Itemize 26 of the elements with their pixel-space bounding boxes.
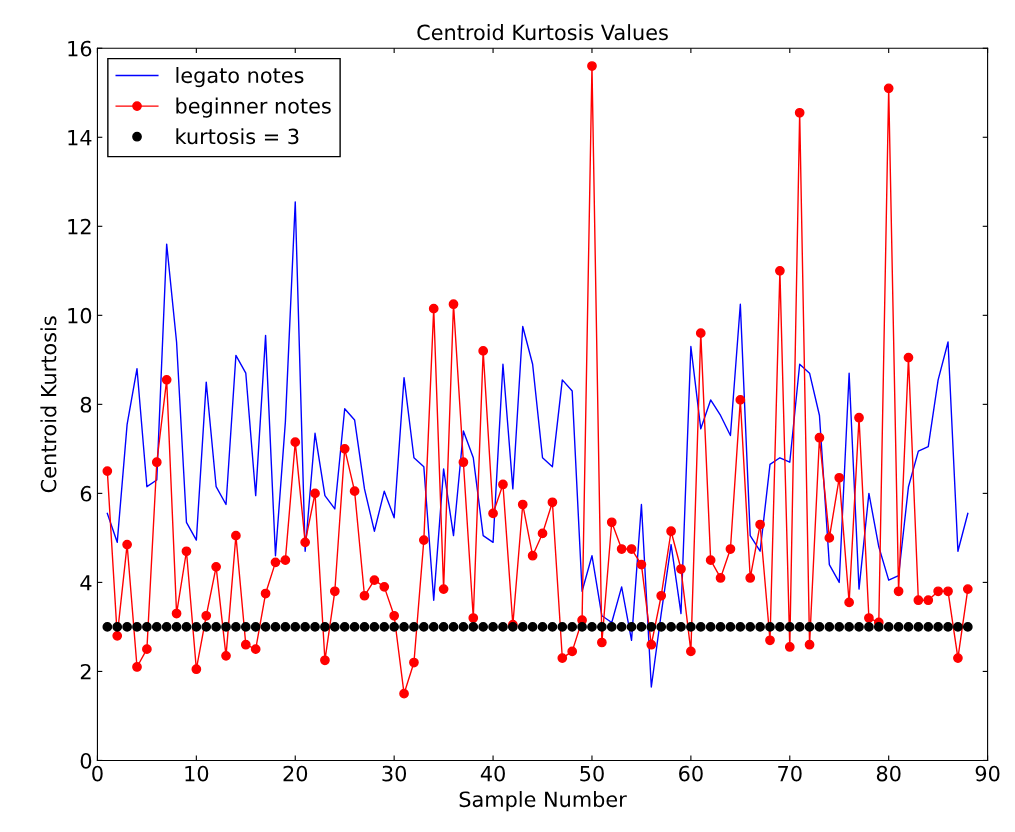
chart-title: Centroid Kurtosis Values [417,24,668,41]
y-tick-label: 0 [80,752,92,769]
y-tick-label: 8 [80,396,92,413]
x-tick-label: 20 [283,765,308,782]
x-tick-label: 90 [975,765,1000,782]
y-tick-label: 2 [80,663,91,680]
x-tick-label: 10 [185,765,209,782]
x-tick-label: 0 [92,765,103,782]
legend-label: kurtosis = 3 [176,128,299,145]
x-tick-label: 40 [480,765,505,782]
x-tick-label: 60 [679,765,703,782]
y-tick-label: 6 [80,485,92,502]
x-tick-label: 30 [382,765,407,782]
y-axis-title: Centroid Kurtosis [40,316,57,493]
x-axis-title: Sample Number [459,791,627,812]
x-tick-label: 80 [876,765,901,782]
legend-label: legato notes [176,67,304,88]
y-tick-label: 12 [68,218,91,235]
y-tick-label: 14 [68,130,92,146]
y-tick-label: 16 [68,40,92,57]
x-tick-label: 70 [778,765,802,782]
y-tick-label: 4 [80,575,92,591]
legend-label: beginner notes [176,97,331,118]
line-series [106,201,969,688]
y-tick-label: 10 [68,307,92,324]
x-tick-label: 50 [580,765,604,782]
